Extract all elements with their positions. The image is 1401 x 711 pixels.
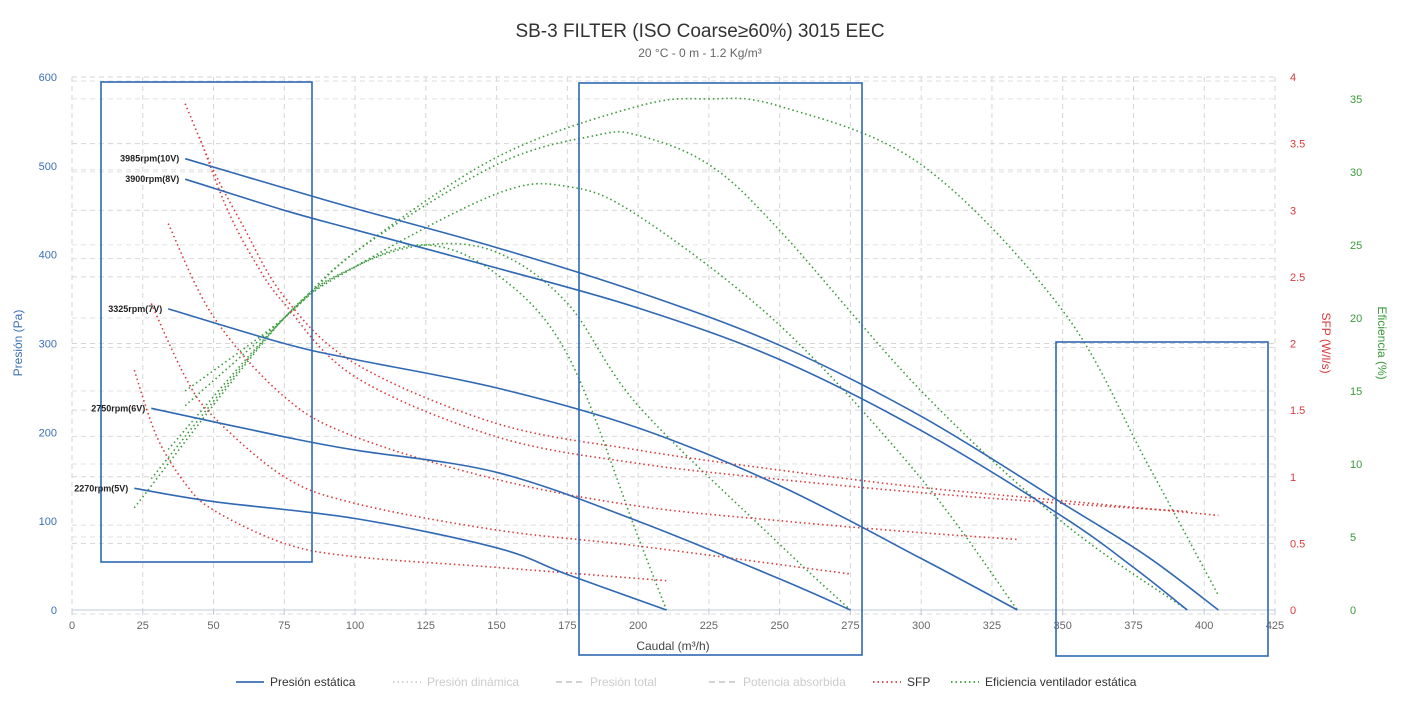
rpm-label: 2270rpm(5V) (74, 483, 128, 493)
sfp-tick-label: 2 (1290, 339, 1296, 351)
efficiency-tick-label: 25 (1350, 240, 1362, 252)
pressure-axis-ticks: 0 100 200 300 400 500 600 (39, 72, 57, 617)
sfp-tick-label: 3 (1290, 205, 1296, 217)
static-pressure-curve (134, 487, 667, 611)
chart-subtitle: 20 °C - 0 m - 1.2 Kg/m³ (638, 46, 762, 60)
highlight-box (1055, 341, 1269, 657)
sfp-curve (198, 136, 1188, 513)
efficiency-tick-label: 5 (1350, 532, 1356, 544)
x-tick-label: 375 (1124, 620, 1142, 632)
efficiency-curve (150, 242, 851, 611)
efficiency-tick-label: 30 (1350, 167, 1362, 179)
rpm-label: 2750rpm(6V) (91, 403, 145, 413)
legend-item-label: Presión dinámica (427, 675, 519, 689)
x-tick-label: 25 (137, 620, 149, 632)
rpm-label: 3985rpm(10V) (120, 154, 179, 164)
efficiency-tick-label: 10 (1350, 459, 1362, 471)
data-series (133, 97, 1220, 611)
static-pressure-curve (151, 407, 851, 611)
x-tick-label: 300 (912, 620, 930, 632)
static-pressure-curve (184, 178, 1188, 611)
rpm-label: 3325rpm(7V) (108, 304, 162, 314)
efficiency-curve (167, 182, 1019, 611)
highlight-box (100, 81, 313, 563)
sfp-axis-title: SFP (W/l/s) (1319, 312, 1333, 373)
legend-item-label: Potencia absorbida (743, 675, 846, 689)
x-tick-label: 275 (841, 620, 859, 632)
efficiency-tick-label: 20 (1350, 313, 1362, 325)
x-tick-label: 175 (558, 620, 576, 632)
x-tick-label: 350 (1054, 620, 1072, 632)
x-tick-label: 425 (1266, 620, 1284, 632)
efficiency-curve (133, 244, 668, 611)
highlight-boxes (100, 81, 1269, 657)
legend-item-label: Presión total (590, 675, 657, 689)
x-tick-label: 0 (69, 620, 75, 632)
pressure-tick-label: 100 (39, 516, 57, 528)
x-tick-label: 400 (1195, 620, 1213, 632)
legend: Presión estática Presión dinámica Presión … (236, 675, 1137, 689)
efficiency-axis-title: Eficiencia (%) (1375, 306, 1389, 379)
sfp-tick-label: 0 (1290, 605, 1296, 617)
sfp-tick-label: 2.5 (1290, 272, 1305, 284)
pressure-tick-label: 600 (39, 72, 57, 84)
pressure-tick-label: 200 (39, 427, 57, 439)
x-axis-ticks: 0 25 50 75 100 125 150 175 200 225 250 275 300 325 350… (69, 610, 1284, 632)
sfp-curve (150, 303, 851, 575)
x-tick-label: 150 (487, 620, 505, 632)
pressure-tick-label: 300 (39, 339, 57, 351)
chart-title: SB-3 FILTER (ISO Coarse≥60%) 3015 EEC (515, 21, 884, 42)
pressure-axis-title: Presión (Pa) (11, 310, 25, 377)
x-tick-label: 75 (278, 620, 290, 632)
efficiency-curve (184, 97, 1220, 596)
x-tick-label: 50 (207, 620, 219, 632)
sfp-tick-label: 0.5 (1290, 538, 1305, 550)
grid-lines (71, 76, 1276, 615)
efficiency-tick-label: 35 (1350, 94, 1362, 106)
sfp-tick-label: 3.5 (1290, 139, 1305, 151)
highlight-box (578, 82, 863, 656)
x-tick-label: 225 (700, 620, 718, 632)
rpm-labels: 3985rpm(10V) 3900rpm(8V) 3325rpm(7V) 2750rp… (74, 154, 179, 494)
rpm-label: 3900rpm(8V) (125, 174, 179, 184)
pressure-tick-label: 400 (39, 250, 57, 262)
pressure-tick-label: 500 (39, 161, 57, 173)
legend-item-label: Presión estática (270, 675, 356, 689)
x-tick-label: 250 (770, 620, 788, 632)
x-tick-label: 325 (983, 620, 1001, 632)
static-pressure-curve (184, 157, 1219, 611)
sfp-curve (167, 223, 1018, 541)
sfp-tick-label: 1 (1290, 472, 1296, 484)
x-tick-label: 200 (629, 620, 647, 632)
efficiency-axis-ticks: 0 5 10 15 20 25 30 35 (1350, 94, 1362, 617)
x-tick-label: 125 (417, 620, 435, 632)
sfp-axis-ticks: 0 0.5 1 1.5 2 2.5 3 3.5 4 (1290, 72, 1305, 617)
sfp-tick-label: 1.5 (1290, 405, 1305, 417)
x-tick-label: 100 (346, 620, 364, 632)
static-pressure-curve (167, 308, 1018, 611)
pressure-tick-label: 0 (51, 605, 57, 617)
x-axis-title: Caudal (m³/h) (636, 639, 709, 653)
efficiency-tick-label: 15 (1350, 386, 1362, 398)
sfp-curve (184, 103, 1219, 517)
efficiency-tick-label: 0 (1350, 605, 1356, 617)
legend-item-label: Eficiencia ventilador estática (985, 675, 1137, 689)
legend-item-label: SFP (907, 675, 930, 689)
sfp-tick-label: 4 (1290, 72, 1296, 84)
